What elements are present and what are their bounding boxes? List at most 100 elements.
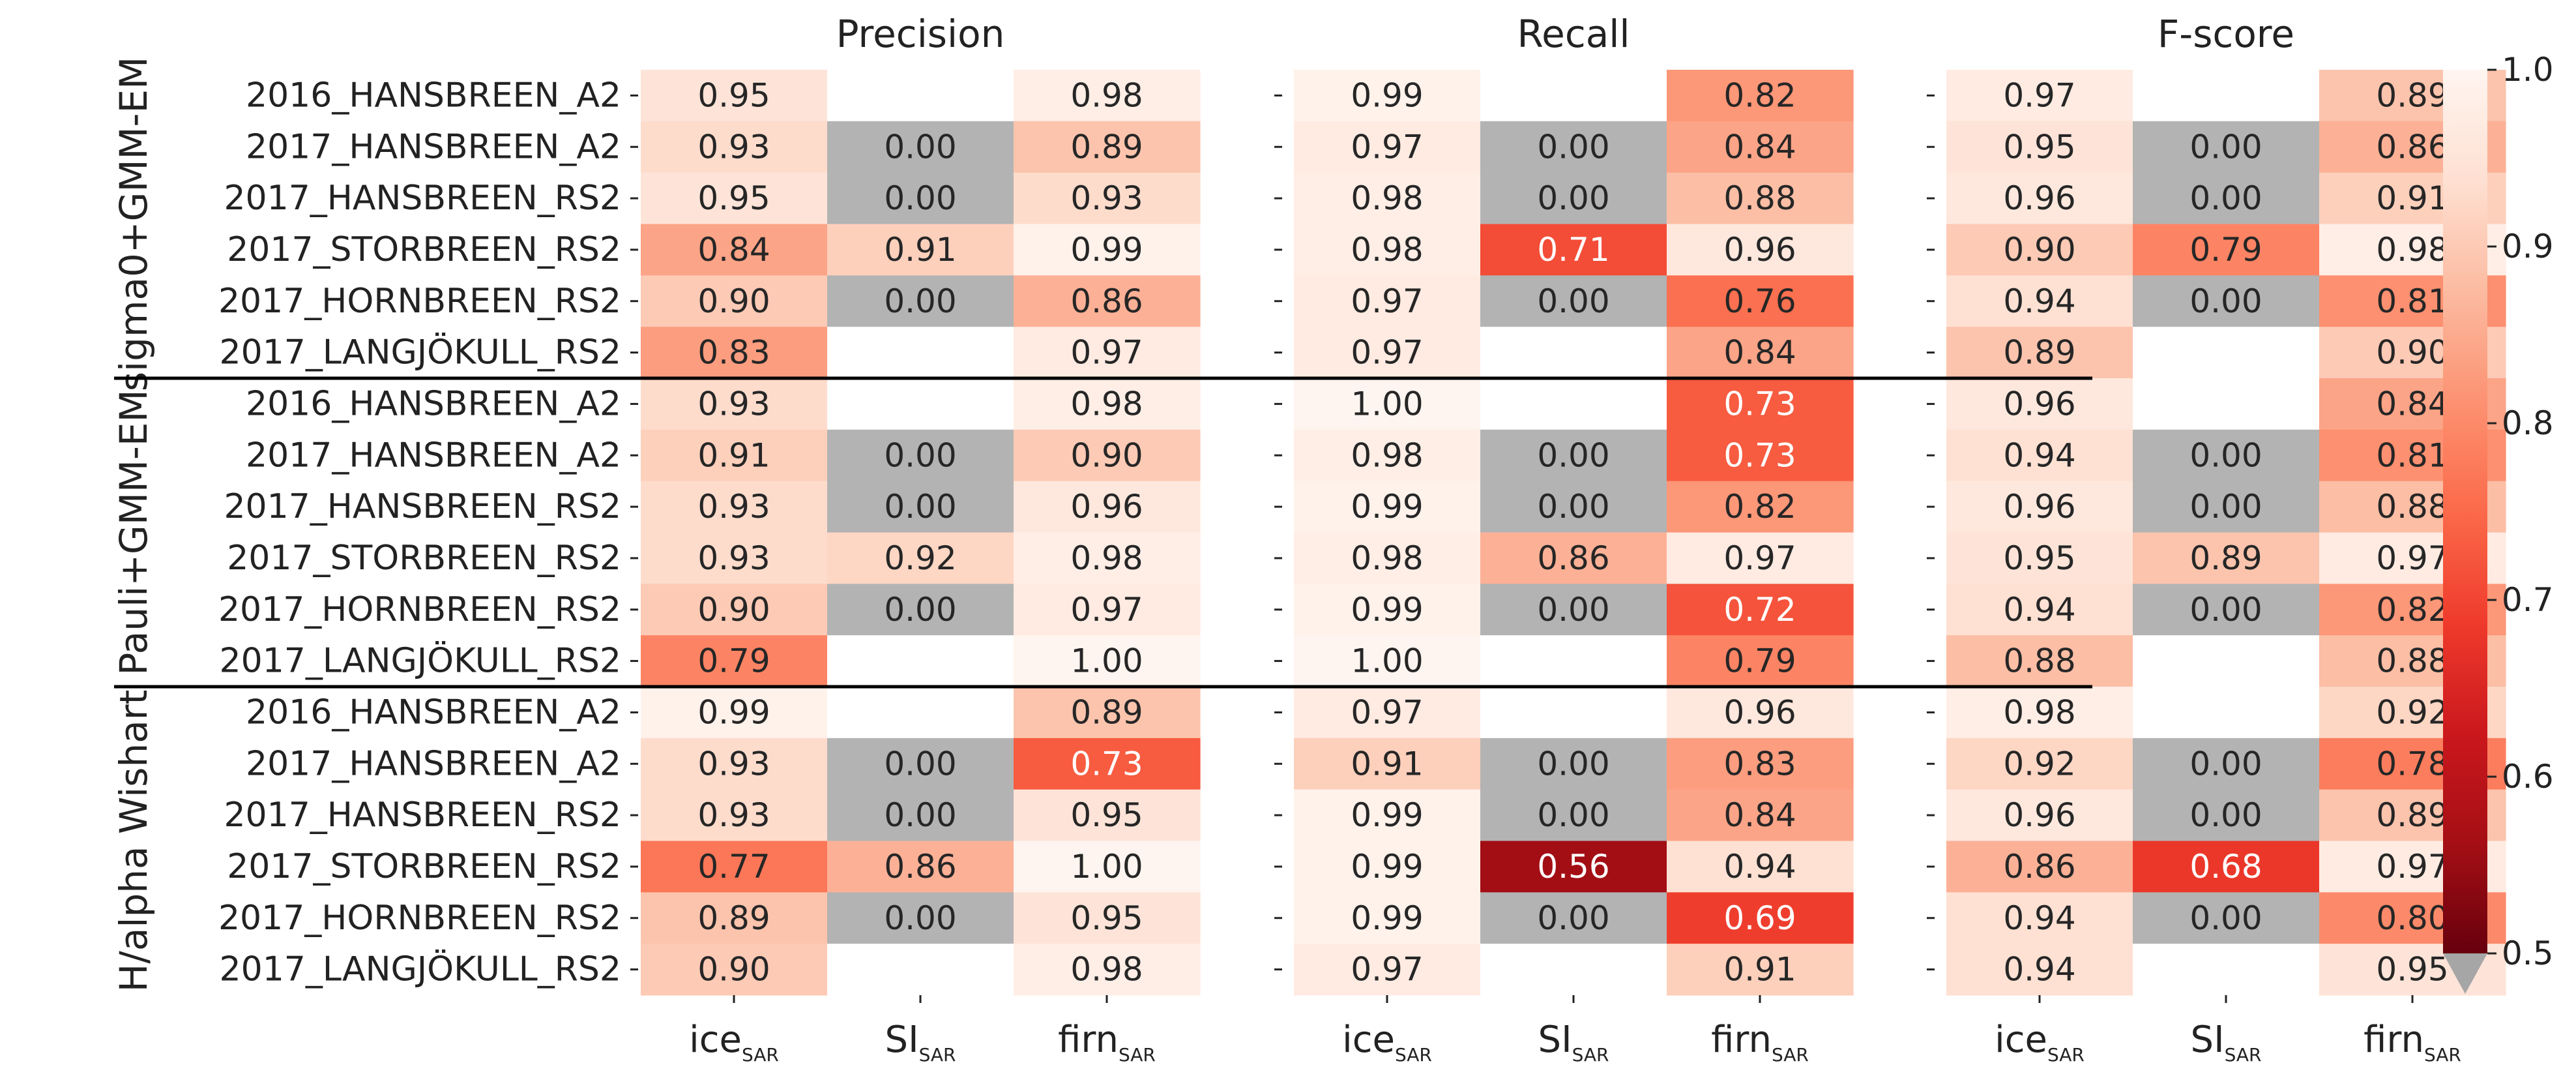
heatmap-cell (2133, 275, 2320, 327)
cell-value-label: 0.95 (2003, 128, 2075, 166)
heatmap-cell (2133, 635, 2320, 687)
cell-value-label: 0.84 (1723, 128, 1796, 166)
heatmap-cell (641, 275, 828, 327)
heatmap-cell (641, 70, 828, 122)
heatmap-cell (1014, 635, 1201, 687)
cell-value-label: 0.90 (697, 951, 770, 989)
heatmap-cell (1014, 892, 1201, 944)
heatmap-cell (1294, 892, 1481, 944)
cell-value-label: 0.84 (1723, 796, 1796, 834)
heatmap-cell (1480, 70, 1667, 122)
heatmap-cell (827, 378, 1014, 430)
cell-value-label: 0.98 (1070, 951, 1143, 989)
heatmap-cell (1667, 275, 1854, 327)
heatmap-cell (1294, 635, 1481, 687)
row-labels: 2016_HANSBREEN_A2 2017_HANSBREEN_A2 2017_H… (218, 76, 638, 989)
heatmap-cell (1667, 70, 1854, 122)
cell-value-label: 0.95 (1070, 796, 1143, 834)
cell-value-label: 0.98 (1351, 539, 1423, 577)
heatmap-cell (1667, 429, 1854, 482)
heatmap-cell (641, 687, 828, 739)
heatmap-cell (1667, 738, 1854, 790)
heatmap-cell (1294, 841, 1481, 893)
row-label: 2016_HANSBREEN_A2 (246, 693, 621, 732)
cell-value-label: 0.78 (2376, 745, 2448, 783)
row-label: 2017_LANGJÖKULL_RS2 (220, 641, 621, 681)
heatmap-cell (1014, 738, 1201, 790)
cell-value-label: 0.89 (1070, 693, 1143, 731)
row-label: 2016_HANSBREEN_A2 (246, 76, 621, 115)
heatmap-cell (1946, 429, 2133, 482)
cell-value-label: 0.00 (2189, 282, 2262, 320)
heatmap-cell (1667, 121, 1854, 173)
cell-value-label: 0.97 (2376, 539, 2448, 577)
cell-value-label: 0.94 (1723, 848, 1796, 886)
cell-value-label: 0.00 (2189, 899, 2262, 937)
colorbar-tick-label: 0.8 (2502, 404, 2554, 442)
cell-value-label: 0.00 (884, 745, 956, 783)
heatmap-cell (641, 584, 828, 636)
panel-title: Recall (1517, 12, 1630, 56)
colorbar-tick-label: 0.6 (2502, 758, 2554, 796)
cell-value-label: 0.77 (697, 848, 770, 886)
panel-title: F-score (2158, 12, 2294, 56)
heatmap-cell (1946, 378, 2133, 430)
panel-recall: Recall 0.99 0.82 0.97 0.00 0.84 0.98 0.00 0.88 0.… (1274, 12, 1854, 1066)
heatmap-cell (1946, 841, 2133, 893)
heatmap-cell (1667, 172, 1854, 225)
row-label: 2017_HANSBREEN_A2 (246, 436, 621, 475)
heatmap-cell (641, 738, 828, 790)
heatmap-cell (1480, 327, 1667, 379)
cell-value-label: 0.97 (2003, 76, 2075, 114)
heatmap-cell (2133, 892, 2320, 944)
row-label: 2017_HANSBREEN_A2 (246, 127, 621, 166)
heatmap-cell (827, 738, 1014, 790)
cell-value-label: 0.73 (1070, 745, 1143, 783)
group-label: sigma0+GMM-EM (111, 57, 156, 391)
cell-value-label: 0.93 (697, 385, 770, 423)
cell-value-label: 0.93 (697, 539, 770, 577)
cell-value-label: 0.00 (884, 899, 956, 937)
cell-value-label: 1.00 (1351, 385, 1423, 423)
colorbar-extend-triangle (2443, 953, 2487, 994)
heatmap-cell (1294, 327, 1481, 379)
x-tick-label: iceSAR (689, 1019, 779, 1066)
cell-value-label: 0.97 (1351, 334, 1423, 372)
heatmap-cell (1480, 172, 1667, 225)
heatmap-cell (1294, 532, 1481, 584)
cell-value-label: 0.98 (1351, 436, 1423, 474)
heatmap-cell (1294, 481, 1481, 533)
heatmap-cell (1480, 789, 1667, 842)
cell-value-label: 0.92 (2003, 745, 2075, 783)
cell-value-label: 0.68 (2189, 848, 2262, 886)
cell-value-label: 0.97 (1070, 591, 1143, 629)
cell-value-label: 0.97 (1351, 282, 1423, 320)
cell-value-label: 1.00 (1070, 642, 1143, 680)
cell-value-label: 0.86 (1070, 282, 1143, 320)
heatmap-cell (827, 172, 1014, 225)
heatmap-cell (2133, 378, 2320, 430)
heatmap-cell (1946, 121, 2133, 173)
heatmap-cell (1946, 70, 2133, 122)
heatmap-cell (1946, 327, 2133, 379)
cell-value-label: 0.00 (1537, 591, 1609, 629)
heatmap-cell (2133, 789, 2320, 842)
cell-value-label: 0.97 (1351, 128, 1423, 166)
heatmap-cell (2133, 584, 2320, 636)
heatmap-cell (1294, 121, 1481, 173)
cell-value-label: 0.00 (1537, 488, 1609, 526)
heatmap-cell (1946, 481, 2133, 533)
heatmap-cell (2133, 944, 2320, 996)
heatmap-cell (1294, 584, 1481, 636)
heatmap-cell (1946, 944, 2133, 996)
heatmap-cell (827, 687, 1014, 739)
x-tick-label: firnSAR (1711, 1019, 1809, 1066)
cell-value-label: 0.94 (2003, 591, 2075, 629)
heatmap-cell (2133, 172, 2320, 225)
heatmap-cell (2133, 738, 2320, 790)
heatmap-cell (1480, 121, 1667, 173)
cell-value-label: 0.96 (2003, 796, 2075, 834)
x-tick-label: SISAR (885, 1019, 956, 1066)
